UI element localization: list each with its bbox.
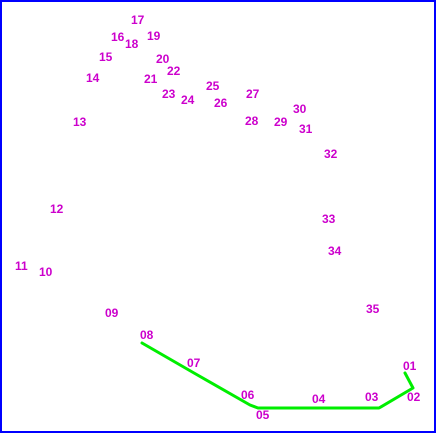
dot-label-23[interactable]: 23 [162, 87, 176, 101]
dot-label-24[interactable]: 24 [181, 93, 195, 107]
dot-label-17[interactable]: 17 [131, 13, 145, 27]
dot-label-12[interactable]: 12 [50, 202, 64, 216]
dot-label-19[interactable]: 19 [147, 29, 161, 43]
dot-label-28[interactable]: 28 [245, 114, 259, 128]
dot-label-05[interactable]: 05 [256, 408, 270, 422]
dot-label-16[interactable]: 16 [111, 30, 125, 44]
dot-label-01[interactable]: 01 [403, 359, 417, 373]
dot-label-30[interactable]: 30 [293, 102, 307, 116]
dot-label-08[interactable]: 08 [140, 328, 154, 342]
dot-label-35[interactable]: 35 [366, 302, 380, 316]
drawn-connection-line [140, 341, 415, 410]
dot-label-03[interactable]: 03 [365, 390, 379, 404]
dot-label-06[interactable]: 06 [241, 388, 255, 402]
dot-label-33[interactable]: 33 [322, 212, 336, 226]
dot-label-15[interactable]: 15 [99, 50, 113, 64]
dot-label-27[interactable]: 27 [246, 87, 260, 101]
dot-label-10[interactable]: 10 [39, 265, 53, 279]
dot-label-14[interactable]: 14 [86, 71, 100, 85]
dot-label-07[interactable]: 07 [187, 356, 201, 370]
dot-label-13[interactable]: 13 [73, 115, 87, 129]
dot-label-18[interactable]: 18 [125, 37, 139, 51]
dot-label-32[interactable]: 32 [324, 147, 338, 161]
dot-label-20[interactable]: 20 [156, 52, 170, 66]
dot-label-02[interactable]: 02 [407, 390, 421, 404]
dot-label-25[interactable]: 25 [206, 79, 220, 93]
dot-label-31[interactable]: 31 [299, 122, 313, 136]
dot-label-04[interactable]: 04 [312, 392, 326, 406]
dot-label-29[interactable]: 29 [274, 115, 288, 129]
dot-label-21[interactable]: 21 [144, 72, 158, 86]
dot-label-22[interactable]: 22 [167, 64, 181, 78]
dot-label-26[interactable]: 26 [214, 96, 228, 110]
dot-label-34[interactable]: 34 [328, 244, 342, 258]
dot-label-09[interactable]: 09 [105, 306, 119, 320]
dot-label-11[interactable]: 11 [15, 259, 28, 273]
